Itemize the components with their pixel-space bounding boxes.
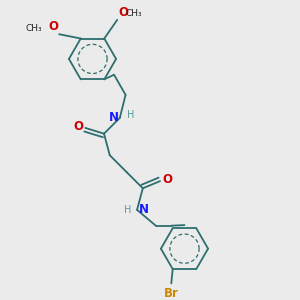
Text: O: O bbox=[48, 20, 58, 33]
Text: H: H bbox=[124, 205, 131, 215]
Text: N: N bbox=[139, 203, 148, 216]
Text: H: H bbox=[127, 110, 134, 120]
Text: O: O bbox=[118, 6, 128, 19]
Text: Br: Br bbox=[164, 287, 179, 300]
Text: N: N bbox=[108, 111, 118, 124]
Text: O: O bbox=[73, 120, 83, 133]
Text: CH₃: CH₃ bbox=[125, 8, 142, 17]
Text: O: O bbox=[162, 173, 172, 186]
Text: CH₃: CH₃ bbox=[26, 24, 43, 33]
